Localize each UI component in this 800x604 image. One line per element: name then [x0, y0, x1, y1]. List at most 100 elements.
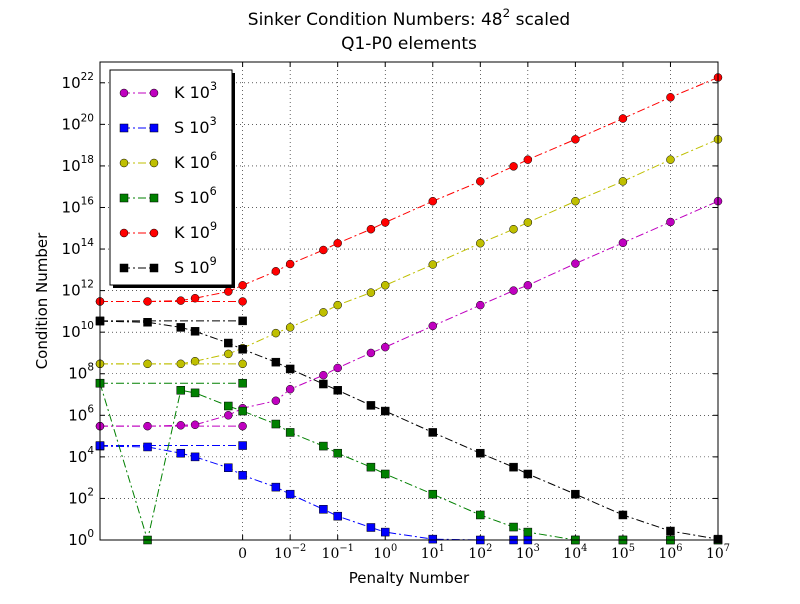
marker [319, 505, 328, 514]
marker [333, 300, 342, 310]
marker [224, 287, 233, 296]
marker [190, 452, 200, 462]
marker [319, 370, 328, 380]
chart-subtitle: Q1-P0 elements [341, 34, 477, 54]
x-tick-label: 106 [658, 543, 682, 562]
marker [618, 238, 628, 248]
marker [224, 338, 233, 348]
marker [428, 428, 438, 437]
marker [380, 281, 390, 290]
marker [523, 469, 533, 479]
marker [509, 162, 518, 171]
marker [119, 123, 129, 133]
marker [176, 296, 186, 305]
marker [380, 527, 390, 537]
marker [176, 421, 186, 430]
marker [428, 489, 438, 499]
legend-label: S 109 [174, 255, 217, 277]
marker [319, 308, 328, 317]
y-tick-label: 102 [68, 486, 94, 507]
marker [523, 281, 533, 290]
marker [149, 158, 159, 168]
marker [176, 386, 186, 395]
marker [333, 239, 342, 248]
marker [271, 396, 281, 406]
marker [285, 364, 295, 374]
marker [366, 401, 376, 410]
marker [333, 448, 342, 458]
marker [509, 522, 518, 532]
x-tick-label: 107 [706, 543, 730, 562]
marker [319, 245, 328, 255]
marker [238, 421, 247, 431]
x-tick-label: 103 [516, 543, 540, 562]
legend-label: K 106 [174, 150, 217, 172]
marker [571, 259, 580, 268]
marker [119, 158, 129, 168]
marker [380, 469, 390, 479]
marker [509, 224, 518, 234]
marker [428, 321, 438, 331]
marker [380, 218, 390, 227]
marker [666, 93, 675, 102]
marker [618, 510, 628, 520]
marker [190, 327, 200, 336]
marker [143, 318, 152, 327]
marker [224, 401, 233, 411]
marker [119, 88, 129, 98]
series-line [100, 200, 719, 427]
marker [666, 155, 675, 164]
x-tick-label: 10−2 [274, 543, 306, 562]
x-tick-label: 104 [563, 543, 587, 562]
series-line [100, 77, 719, 302]
marker [509, 462, 518, 472]
marker [149, 193, 159, 203]
marker [366, 224, 376, 234]
marker [176, 323, 186, 332]
marker [523, 527, 533, 537]
marker [333, 386, 342, 395]
legend [109, 69, 233, 286]
marker [571, 135, 580, 144]
y-tick-label: 108 [68, 362, 94, 383]
x-tick-label: 0 [238, 546, 247, 562]
marker [238, 297, 247, 306]
marker [271, 357, 281, 367]
y-tick-label: 100 [68, 528, 94, 549]
marker [509, 286, 518, 295]
x-axis-label: Penalty Number [349, 569, 470, 587]
legend-label: S 106 [174, 185, 217, 207]
y-axis-label: Condition Number [33, 232, 51, 369]
marker [571, 196, 580, 206]
marker [149, 123, 159, 133]
legend-label: S 103 [174, 115, 217, 137]
y-tick-label: 1022 [62, 71, 94, 92]
x-tick-label: 100 [373, 543, 397, 562]
marker [190, 356, 200, 366]
marker [476, 239, 485, 248]
marker [380, 406, 390, 416]
y-tick-label: 104 [68, 445, 94, 466]
marker [285, 384, 295, 394]
marker [238, 406, 247, 416]
marker [319, 441, 328, 451]
y-tick-label: 1012 [62, 279, 94, 300]
marker [119, 263, 129, 273]
marker [176, 448, 186, 458]
marker [224, 349, 233, 359]
marker [119, 228, 129, 238]
marker [285, 259, 295, 269]
y-tick-label: 1020 [62, 112, 94, 133]
marker [190, 388, 200, 398]
marker [238, 378, 247, 388]
marker [428, 260, 438, 269]
marker [190, 420, 200, 430]
marker [333, 511, 342, 521]
marker [224, 463, 233, 472]
marker [366, 288, 376, 297]
marker [366, 348, 376, 358]
marker [476, 510, 485, 520]
marker [285, 428, 295, 437]
y-tick-label: 106 [68, 403, 94, 424]
plot-frame [99, 61, 719, 541]
